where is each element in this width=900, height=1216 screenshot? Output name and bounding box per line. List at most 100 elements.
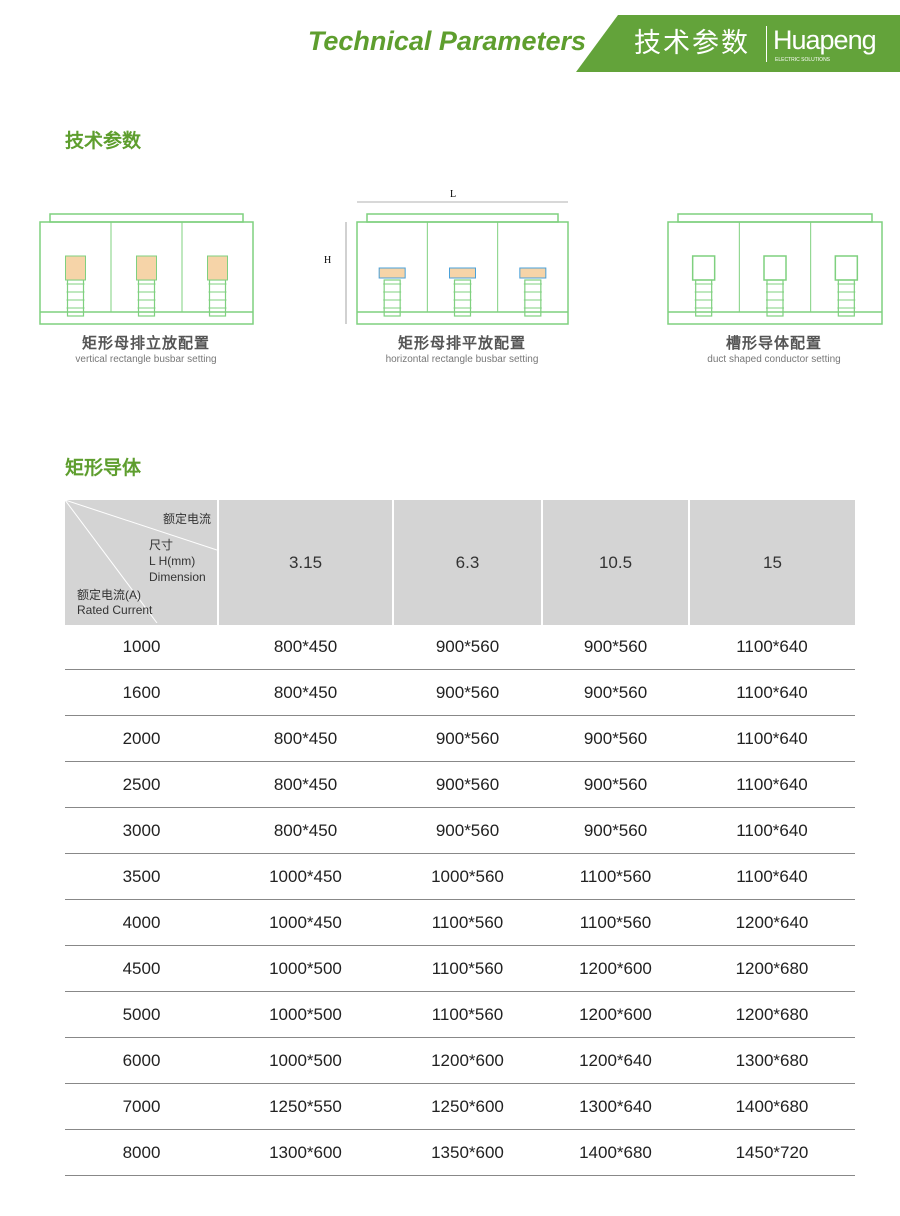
busbar [65, 255, 86, 281]
dimension-cell: 1200*600 [542, 991, 689, 1038]
diagram-caption-cn: 矩形母排平放配置 [397, 335, 526, 352]
dimension-cell: 800*450 [218, 625, 393, 670]
busbar [136, 255, 157, 281]
dimension-cell: 900*560 [542, 807, 689, 854]
dimension-cell: 1100*560 [542, 899, 689, 946]
diagram-caption-en: duct shaped conductor setting [707, 354, 841, 365]
rated-current-cell: 3000 [65, 807, 218, 854]
dimension-cell: 900*560 [393, 761, 542, 808]
dimension-cell: 1100*640 [689, 625, 855, 670]
header-banner [576, 15, 900, 72]
busbar [378, 267, 406, 279]
dimension-cell: 1400*680 [542, 1129, 689, 1176]
rated-current-cell: 1000 [65, 625, 218, 670]
rated-current-cell: 4000 [65, 899, 218, 946]
dimension-cell: 1000*500 [218, 991, 393, 1038]
title-en: Technical Parameters [307, 26, 586, 56]
table-row: 4500 1000*500 1100*560 1200*600 1200*680 [65, 945, 855, 992]
dimension-cell: 900*560 [542, 669, 689, 716]
column-header: 10.5 [541, 500, 689, 625]
insulator [66, 279, 85, 317]
brand-logo: Huapeng [773, 25, 877, 55]
dimension-cell: 1000*450 [218, 899, 393, 946]
dimension-cell: 1250*600 [393, 1083, 542, 1130]
table-row: 2500 800*450 900*560 900*560 1100*640 [65, 761, 855, 808]
rated-current-cell: 8000 [65, 1129, 218, 1176]
dimension-cell: 1100*560 [393, 945, 542, 992]
diagram-caption-en: horizontal rectangle busbar setting [385, 354, 539, 365]
section-title: 矩形导体 [65, 458, 142, 479]
insulator [524, 279, 542, 317]
dimension-cell: 900*560 [542, 761, 689, 808]
table-row: 3500 1000*450 1000*560 1100*560 1100*640 [65, 853, 855, 900]
dimension-cell: 900*560 [393, 669, 542, 716]
dimension-cell: 1350*600 [393, 1129, 542, 1176]
insulator [208, 279, 227, 317]
table-row: 2000 800*450 900*560 900*560 1100*640 [65, 715, 855, 762]
dimension-cell: 1250*550 [218, 1083, 393, 1130]
dimension-cell: 1100*640 [689, 715, 855, 762]
dimension-cell: 1200*600 [542, 945, 689, 992]
diagram-caption-en: vertical rectangle busbar setting [75, 354, 217, 365]
dimension-cell: 1200*640 [689, 899, 855, 946]
dimension-table: 额定电流 尺寸 L H(mm) Dimension 额定电流(A) Rated … [65, 500, 855, 1176]
dimension-cell: 1100*560 [542, 853, 689, 900]
dimension-cell: 800*450 [218, 715, 393, 762]
dimension-cell: 800*450 [218, 761, 393, 808]
dimension-cell: 1100*560 [393, 991, 542, 1038]
diagram-caption-cn: 槽形导体配置 [725, 335, 822, 352]
dimension-cell: 900*560 [542, 715, 689, 762]
dimension-cell: 800*450 [218, 669, 393, 716]
insulator [453, 279, 472, 317]
busbar [449, 267, 476, 279]
dimension-cell: 900*560 [393, 715, 542, 762]
rated-current-cell: 4500 [65, 945, 218, 992]
rated-current-cell: 1600 [65, 669, 218, 716]
dimension-cell: 1300*680 [689, 1037, 855, 1084]
dimension-cell: 900*560 [542, 625, 689, 670]
table-row: 4000 1000*450 1100*560 1100*560 1200*640 [65, 899, 855, 946]
busbar [207, 255, 228, 281]
rated-current-cell: 2000 [65, 715, 218, 762]
duct-conductor [691, 255, 716, 281]
duct-conductor [763, 255, 787, 281]
enclosure [39, 221, 254, 325]
dimension-cell: 1100*640 [689, 853, 855, 900]
dimension-cell: 1100*560 [393, 899, 542, 946]
table-row: 7000 1250*550 1250*600 1300*640 1400*680 [65, 1083, 855, 1130]
dim-l-label: L [450, 189, 457, 200]
dimension-cell: 1000*560 [393, 853, 542, 900]
dimension-cell: 1100*640 [689, 807, 855, 854]
brand-subtitle: ELECTRIC SOLUTIONS [775, 57, 831, 63]
table-row: 6000 1000*500 1200*600 1200*640 1300*680 [65, 1037, 855, 1084]
table-row: 1600 800*450 900*560 900*560 1100*640 [65, 669, 855, 716]
table-row: 5000 1000*500 1100*560 1200*600 1200*680 [65, 991, 855, 1038]
duct-conductor [834, 255, 859, 281]
diagram-caption-cn: 矩形母排立放配置 [81, 335, 210, 352]
insulator [383, 279, 401, 317]
busbar [519, 267, 547, 279]
insulator [837, 279, 855, 317]
dimension-cell: 1200*600 [393, 1037, 542, 1084]
dimension-cell: 1100*640 [689, 761, 855, 808]
enclosure-top [49, 213, 244, 223]
enclosure [356, 221, 569, 325]
dimension-cell: 1200*640 [542, 1037, 689, 1084]
rated-current-cell: 7000 [65, 1083, 218, 1130]
dimension-cell: 1200*680 [689, 991, 855, 1038]
rated-current-cell: 3500 [65, 853, 218, 900]
enclosure-top [366, 213, 559, 223]
table-row: 3000 800*450 900*560 900*560 1100*640 [65, 807, 855, 854]
corner-header: 额定电流 尺寸 L H(mm) Dimension 额定电流(A) Rated … [65, 500, 218, 625]
title-cn: 技术参数 [634, 28, 750, 58]
dimension-cell: 1000*500 [218, 1037, 393, 1084]
rated-current-cell: 5000 [65, 991, 218, 1038]
column-header: 3.15 [217, 500, 393, 625]
dimension-cell: 800*450 [218, 807, 393, 854]
dimension-cell: 900*560 [393, 625, 542, 670]
dim-h-label: H [324, 255, 332, 266]
rated-current-cell: 6000 [65, 1037, 218, 1084]
dimension-cell: 1400*680 [689, 1083, 855, 1130]
insulator [137, 279, 156, 317]
